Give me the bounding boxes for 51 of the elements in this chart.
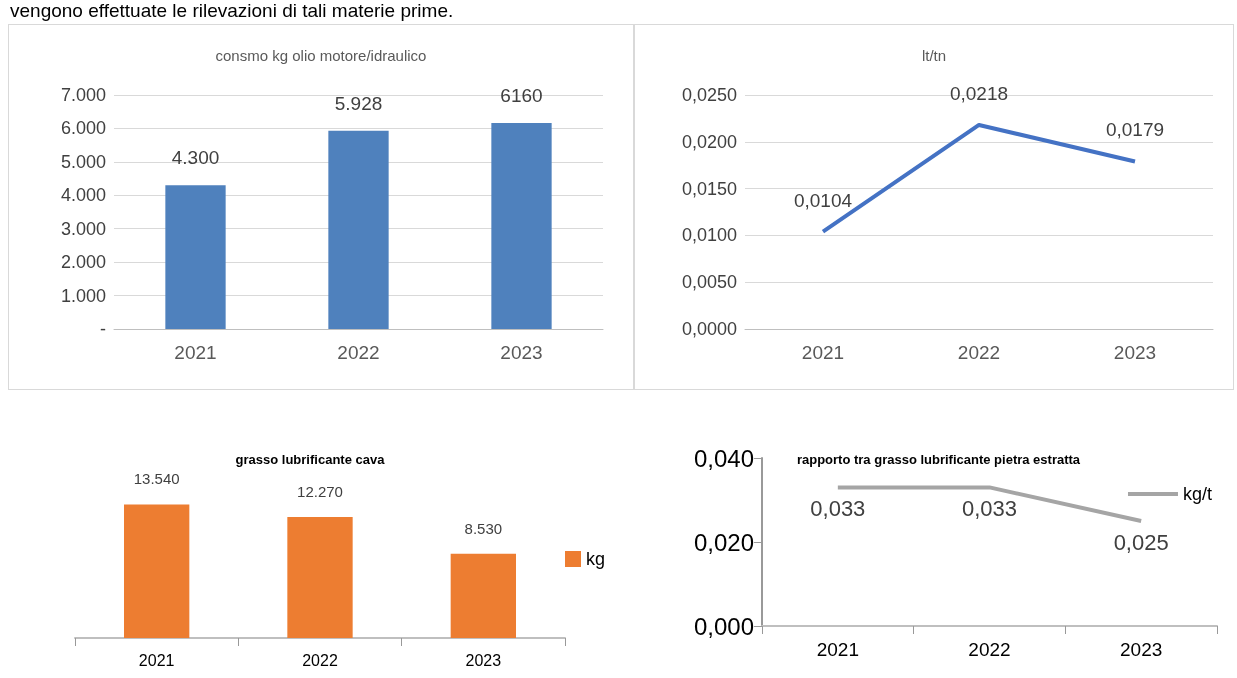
data-label: 0,0218 bbox=[949, 82, 1009, 104]
legend-label: kg/t bbox=[1182, 484, 1212, 504]
bar bbox=[165, 185, 226, 329]
y-tick-label: 7.000 bbox=[60, 85, 106, 105]
x-tick-label: 2022 bbox=[302, 651, 338, 669]
x-tick-label: 2023 bbox=[500, 342, 543, 363]
x-tick-label: 2021 bbox=[138, 651, 175, 669]
y-tick-label: 1.000 bbox=[60, 285, 106, 306]
x-tick-label: 2023 bbox=[1120, 639, 1163, 660]
chart-title: grasso lubrificante cava bbox=[235, 452, 386, 467]
data-label: 0,033 bbox=[961, 495, 1018, 521]
data-label: 5.928 bbox=[334, 92, 383, 114]
y-tick-label: - bbox=[100, 319, 106, 339]
data-label: 8.530 bbox=[464, 519, 503, 537]
y-tick-label: 6.000 bbox=[60, 118, 106, 139]
legend-label: kg bbox=[585, 549, 605, 569]
y-tick-label: 0,020 bbox=[693, 528, 754, 556]
chart-title: lt/tn bbox=[921, 47, 947, 64]
y-tick-label: 0,0100 bbox=[681, 225, 737, 246]
data-label: 13.540 bbox=[133, 470, 180, 488]
x-tick-label: 2021 bbox=[801, 342, 845, 363]
y-tick-label: 0,000 bbox=[693, 612, 754, 640]
y-tick-label: 0,0250 bbox=[681, 85, 737, 105]
data-label: 12.270 bbox=[297, 482, 343, 500]
y-tick-label: 3.000 bbox=[60, 218, 106, 239]
x-tick-label: 2023 bbox=[465, 651, 502, 669]
data-label: 0,0179 bbox=[1105, 119, 1165, 141]
chart-title: rapporto tra grasso lubrificante pietra estratta bbox=[796, 452, 1081, 467]
y-tick-label: 0,0000 bbox=[681, 319, 737, 339]
y-tick-label: 2.000 bbox=[60, 252, 106, 273]
data-label: 0,025 bbox=[1113, 529, 1169, 555]
data-label: 4.300 bbox=[171, 147, 220, 169]
x-tick-label: 2022 bbox=[957, 342, 1001, 363]
bar bbox=[491, 123, 552, 329]
data-label: 6160 bbox=[500, 85, 543, 107]
y-tick-label: 0,0050 bbox=[681, 272, 737, 293]
chart-title: consmo kg olio motore/idraulico bbox=[215, 47, 427, 64]
y-tick-label: 4.000 bbox=[60, 185, 106, 206]
y-tick-label: 0,0200 bbox=[681, 131, 737, 152]
y-tick-label: 5.000 bbox=[60, 151, 106, 172]
y-tick-label: 0,0150 bbox=[681, 178, 737, 199]
bar bbox=[328, 130, 389, 329]
x-tick-label: 2022 bbox=[337, 342, 380, 363]
x-tick-label: 2021 bbox=[816, 639, 859, 660]
x-tick-label: 2022 bbox=[968, 639, 1011, 660]
x-tick-label: 2023 bbox=[1113, 342, 1157, 363]
text: vengono effettuate le rilevazioni di tali materie prime. bbox=[10, 0, 454, 22]
x-tick-label: 2021 bbox=[174, 342, 217, 363]
data-label: 0,0104 bbox=[793, 189, 853, 211]
data-label: 0,033 bbox=[810, 495, 866, 521]
y-tick-label: 0,040 bbox=[693, 444, 754, 472]
